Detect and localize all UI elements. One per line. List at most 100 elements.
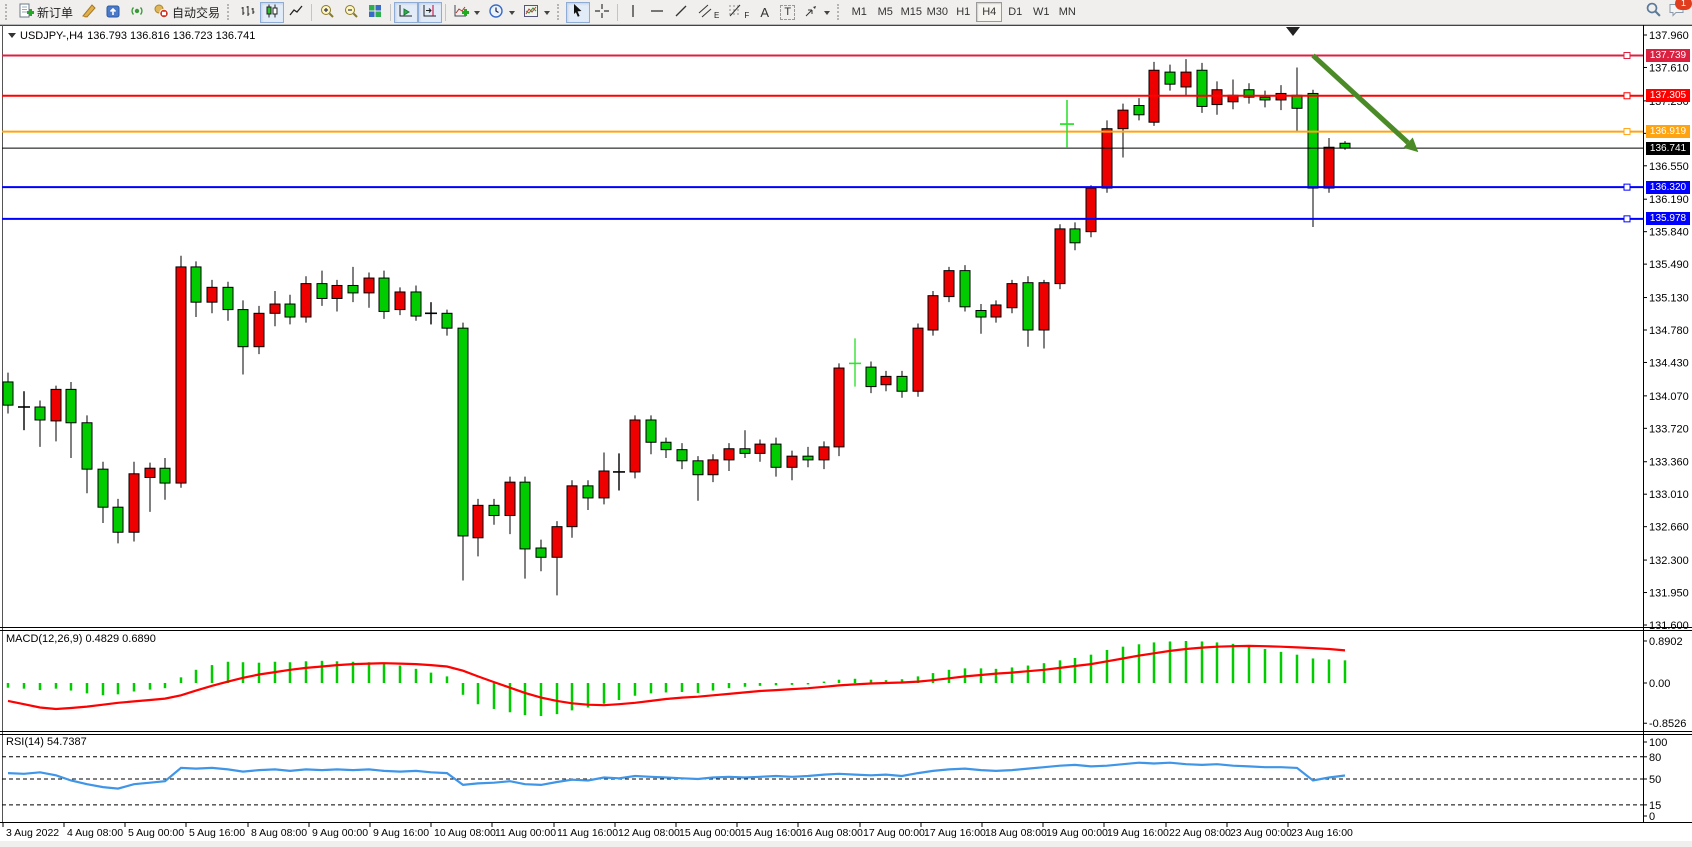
templates-dropdown[interactable] <box>519 2 554 23</box>
rsi-label: RSI(14) 54.7387 <box>6 736 87 748</box>
new-order-label: 新订单 <box>37 5 74 20</box>
timeframe-m5-button[interactable]: M5 <box>877 6 893 18</box>
timeframe-m15-button[interactable]: M15 <box>900 6 922 18</box>
price-line-label: 136.320 <box>1646 180 1690 194</box>
signals-button[interactable] <box>125 2 149 23</box>
tile-windows-button[interactable] <box>363 2 387 23</box>
window-bottom-edge <box>0 841 1692 847</box>
svg-text:133.720: 133.720 <box>1649 423 1689 435</box>
search-icon[interactable] <box>1645 1 1662 23</box>
line-chart-icon <box>288 3 304 22</box>
toolbar-grip <box>227 4 233 20</box>
svg-text:15 Aug 00:00: 15 Aug 00:00 <box>679 827 741 839</box>
chart-shift-button[interactable] <box>418 1 443 23</box>
line-chart-button[interactable] <box>284 2 308 23</box>
svg-text:8 Aug 08:00: 8 Aug 08:00 <box>251 827 307 839</box>
toolbar-separator <box>445 3 447 21</box>
svg-text:133.360: 133.360 <box>1649 457 1689 469</box>
bar-chart-button[interactable] <box>236 2 260 23</box>
line-drag-handle <box>1623 52 1631 60</box>
timeframe-mn-button[interactable]: MN <box>1058 6 1076 18</box>
chevron-down-icon <box>544 10 551 18</box>
horizontal-line-icon <box>649 3 665 22</box>
svg-text:132.300: 132.300 <box>1649 555 1689 567</box>
toolbar-separator <box>390 3 392 21</box>
timeframe-d1-button[interactable]: D1 <box>1008 6 1023 18</box>
svg-text:137.610: 137.610 <box>1649 62 1689 74</box>
zoom-in-icon <box>319 3 335 22</box>
crosshair-icon <box>594 3 610 22</box>
cursor-tool-button[interactable] <box>566 1 591 23</box>
bar-chart-icon <box>240 3 256 22</box>
metaeditor-button[interactable] <box>77 2 101 23</box>
text-tool-label: A <box>760 4 770 20</box>
svg-text:131.600: 131.600 <box>1649 620 1689 632</box>
price-line-label: 137.305 <box>1646 89 1690 103</box>
rsi-axis: 100 80 50 150 <box>1643 737 1667 823</box>
panel-separators[interactable] <box>0 627 1692 823</box>
notifications-button[interactable]: 1 <box>1668 0 1692 23</box>
chart-frame <box>0 25 1692 822</box>
trend-arrow-annotation[interactable] <box>1311 53 1419 153</box>
macd-axis: 0.8902 0.00 -0.8526 <box>1643 636 1686 730</box>
chevron-down-icon <box>824 10 831 18</box>
fibonacci-tool-button[interactable]: F <box>723 2 753 23</box>
text-tool-button[interactable]: A <box>753 2 776 23</box>
line-drag-handle <box>1623 183 1631 191</box>
auto-trading-icon <box>153 3 169 22</box>
timeframe-toolbar: M1 M5 M15 M30 H1 H4 D1 W1 MN <box>846 2 1080 22</box>
svg-text:5 Aug 16:00: 5 Aug 16:00 <box>189 827 245 839</box>
crosshair-tool-button[interactable] <box>590 2 614 23</box>
candlestick-chart-button[interactable] <box>260 1 285 23</box>
line-drag-handle <box>1623 215 1631 223</box>
channel-tool-button[interactable]: E <box>693 2 723 23</box>
clock-icon <box>488 3 504 22</box>
svg-text:9 Aug 00:00: 9 Aug 00:00 <box>312 827 368 839</box>
svg-text:0.00: 0.00 <box>1649 678 1670 690</box>
timeframe-h4-button[interactable]: H4 <box>976 2 1003 22</box>
main-toolbar: 新订单 自动交易 <box>0 0 1692 25</box>
quill-icon <box>81 3 97 22</box>
chart-menu-arrow-icon[interactable] <box>8 33 16 42</box>
svg-text:4 Aug 08:00: 4 Aug 08:00 <box>67 827 123 839</box>
publish-chart-button[interactable] <box>101 2 125 23</box>
timeframe-m1-button[interactable]: M1 <box>851 6 867 18</box>
svg-text:135.130: 135.130 <box>1649 293 1689 305</box>
zoom-in-button[interactable] <box>315 2 339 23</box>
arrows-tool-dropdown[interactable] <box>799 2 834 23</box>
auto-scroll-button[interactable] <box>394 1 419 23</box>
price-line-label: 137.739 <box>1646 49 1690 62</box>
svg-text:15: 15 <box>1649 800 1661 812</box>
vertical-line-tool-button[interactable] <box>621 2 645 23</box>
candlestick-icon <box>264 3 280 22</box>
time-axis[interactable]: 3 Aug 2022 4 Aug 08:00 5 Aug 00:00 5 Aug 16… <box>2 822 1353 839</box>
chevron-down-icon <box>509 10 516 18</box>
horizontal-line-tool-button[interactable] <box>645 2 669 23</box>
timeframe-w1-button[interactable]: W1 <box>1033 6 1050 18</box>
signal-icon <box>129 3 145 22</box>
auto-trading-label: 自动交易 <box>172 5 221 20</box>
label-tool-label: T <box>780 4 796 20</box>
price-line-label: 135.978 <box>1646 212 1690 226</box>
periods-dropdown[interactable] <box>484 2 519 23</box>
timeframe-m30-button[interactable]: M30 <box>926 6 948 18</box>
auto-trading-button[interactable]: 自动交易 <box>149 2 224 23</box>
zoom-out-button[interactable] <box>339 2 363 23</box>
new-order-button[interactable]: 新订单 <box>14 2 77 23</box>
svg-text:23 Aug 16:00: 23 Aug 16:00 <box>1291 827 1353 839</box>
text-label-tool-button[interactable]: T <box>776 2 799 23</box>
vertical-line-icon <box>625 3 641 22</box>
timeframe-h1-button[interactable]: H1 <box>956 6 971 18</box>
svg-text:136.190: 136.190 <box>1649 194 1689 206</box>
chevron-down-icon <box>474 10 481 18</box>
svg-text:134.430: 134.430 <box>1649 357 1689 369</box>
chart-shift-marker[interactable] <box>1286 27 1300 36</box>
horizontal-price-lines[interactable] <box>2 52 1643 223</box>
bid-price-label: 136.741 <box>1646 141 1690 155</box>
indicators-dropdown[interactable] <box>449 2 484 23</box>
svg-text:11 Aug 00:00: 11 Aug 00:00 <box>495 827 556 839</box>
trendline-tool-button[interactable] <box>669 2 693 23</box>
svg-text:17 Aug 16:00: 17 Aug 16:00 <box>924 827 986 839</box>
